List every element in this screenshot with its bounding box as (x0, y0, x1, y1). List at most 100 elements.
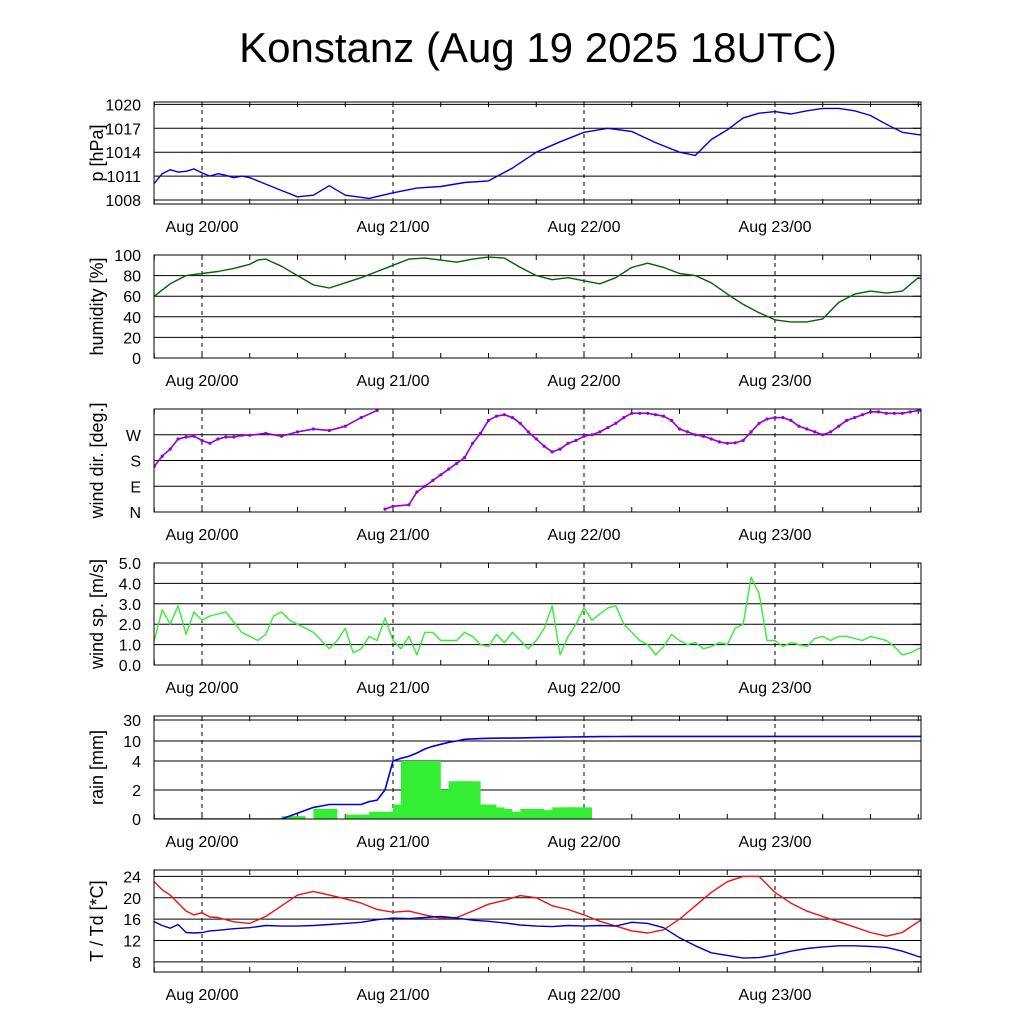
wind-dir-segment (615, 416, 625, 424)
wind-dir-point (996, 429, 999, 432)
wind-dir-segment (551, 448, 561, 453)
panel-frame (153, 562, 922, 666)
wind-dir-point (1004, 425, 1007, 428)
wind-dir-segment (543, 445, 553, 453)
rain-bar (313, 808, 338, 819)
y-tick-label: 24 (123, 869, 141, 886)
wind-dir-segment (798, 425, 808, 430)
wind-dir-point (933, 412, 936, 415)
y-axis-label: rain [mm] (87, 730, 107, 805)
x-tick-label: Aug 23/00 (739, 680, 812, 697)
wind-dir-segment (233, 434, 242, 438)
wind-dir-segment (758, 418, 768, 425)
wind-dir-segment (966, 433, 974, 436)
x-tick-label: Aug 23/00 (739, 987, 812, 1004)
y-tick-label: 1014 (105, 145, 141, 162)
y-tick-label: 1020 (105, 97, 141, 114)
x-tick-label: Aug 21/00 (357, 987, 430, 1004)
wind-dir-segment (496, 413, 505, 417)
wind-dir-segment (313, 428, 330, 432)
wind-dir-segment (424, 479, 434, 487)
wind-dir-segment (647, 412, 656, 416)
wind-dir-segment (456, 456, 466, 465)
x-tick-label: Aug 20/00 (166, 680, 239, 697)
y-tick-label: 80 (123, 269, 141, 286)
y-tick-label: 0.0 (119, 658, 141, 675)
wind-dir-segment (408, 491, 418, 506)
wind-dir-segment (599, 426, 609, 433)
wind-dir-segment (695, 433, 704, 437)
panel-frame (153, 869, 922, 973)
y-tick-label: 8 (132, 955, 141, 972)
y-tick-label: 20 (123, 330, 141, 347)
x-tick-label: Aug 21/00 (357, 219, 430, 236)
rain-bar (568, 807, 592, 819)
wind-dir-segment (440, 468, 450, 476)
cumulative-rain-line (154, 735, 921, 819)
y-tick-label: 4.0 (119, 576, 141, 593)
wind-dir-point (1020, 412, 1023, 415)
dewpoint-line (154, 915, 921, 959)
y-axis-label: wind dir. [deg.] (87, 402, 107, 519)
plot-area (154, 735, 921, 819)
x-tick-label: Aug 22/00 (548, 834, 621, 851)
y-tick-label: 0 (132, 351, 141, 368)
wind-dir-segment (511, 416, 521, 424)
wind-dir-segment (297, 428, 314, 433)
wind-dir-segment (822, 431, 831, 436)
wind-dir-segment (583, 433, 593, 437)
panel-5: 30 10 4 2 0 rain [mm] Aug 20/00 Aug 21/00 Aug 22… (87, 713, 922, 851)
x-tick-label: Aug 20/00 (166, 527, 239, 544)
wind-dir-segment (201, 439, 211, 445)
wind-dir-segment (392, 504, 409, 508)
wind-dir-segment (750, 422, 760, 433)
wind-dir-segment (790, 419, 800, 427)
wind-dir-segment (926, 412, 934, 413)
y-tick-label: 30 (123, 713, 141, 730)
wind-dir-segment (719, 441, 728, 445)
y-tick-label: 3.0 (119, 597, 141, 614)
chart-title: Konstanz (Aug 19 2025 18UTC) (239, 24, 837, 71)
wind-dir-segment (902, 411, 911, 415)
y-tick-label: 40 (123, 310, 141, 327)
panel-6: 24 20 16 12 8 T / Td [*C] Aug 20/00 Aug 21/00 Au… (87, 869, 922, 1004)
wind-dir-segment (830, 425, 840, 433)
wind-dir-segment (806, 428, 816, 433)
wind-dir-segment (655, 413, 664, 417)
x-tick-label: Aug 21/00 (357, 373, 430, 390)
wind-dir-segment (1006, 418, 1014, 427)
wind-dir-segment (519, 422, 529, 433)
panel-frame (153, 408, 922, 513)
x-tick-label: Aug 22/00 (548, 987, 621, 1004)
wind-dir-segment (998, 426, 1006, 430)
wind-dir-point (980, 436, 983, 439)
wind-dir-segment (854, 413, 863, 419)
plot-area (154, 256, 921, 323)
wind-dir-segment (727, 441, 736, 445)
wind-dir-point (1012, 416, 1015, 419)
x-tick-label: Aug 23/00 (739, 834, 812, 851)
y-tick-label: 12 (123, 933, 141, 950)
wind-dir-segment (193, 435, 203, 442)
wind-dir-point (964, 432, 967, 435)
wind-dir-segment (281, 431, 298, 437)
wind-dir-segment (575, 435, 585, 442)
wind-dir-segment (703, 435, 712, 440)
wind-dir-segment (360, 409, 378, 419)
wind-dir-point (972, 435, 975, 438)
rain-bar (281, 816, 306, 819)
series-line (154, 576, 921, 656)
x-tick-label: Aug 22/00 (548, 219, 621, 236)
x-tick-label: Aug 22/00 (548, 527, 621, 544)
wind-dir-segment (161, 448, 171, 457)
y-axis-label: p [hPa] (87, 124, 107, 181)
wind-dir-segment (209, 438, 219, 445)
wind-dir-segment (448, 462, 458, 470)
wind-dir-segment (559, 442, 569, 450)
series-line (154, 256, 921, 323)
wind-dir-segment (950, 426, 958, 429)
wind-dir-segment (982, 435, 990, 438)
x-tick-label: Aug 22/00 (548, 680, 621, 697)
wind-dir-segment (504, 413, 513, 419)
